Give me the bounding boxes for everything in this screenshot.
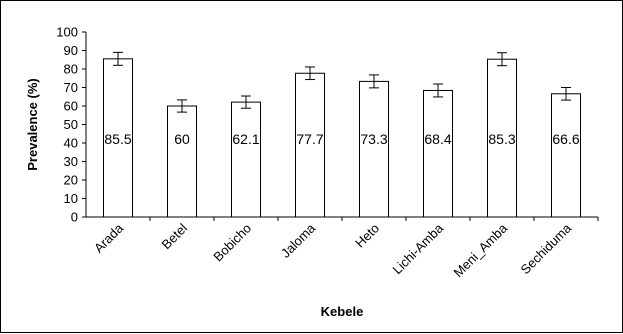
y-tick-label: 100 <box>56 25 78 40</box>
y-tick-label: 10 <box>64 191 78 206</box>
x-tick-label: Sechiduma <box>518 220 575 277</box>
data-label: 68.4 <box>424 131 451 147</box>
y-axis-ticks: 0 10 20 30 40 50 60 70 80 90 100 <box>56 25 86 225</box>
x-tick-label: Meni_Amba <box>450 220 510 280</box>
error-bars-group <box>113 51 571 113</box>
x-tick-label: Bobicho <box>210 221 254 265</box>
error-bar <box>177 99 187 113</box>
error-bar <box>305 66 315 81</box>
x-axis-ticks: Arada Betel Bobicho Jaloma Heto Lichi-Amba Men… <box>91 217 599 280</box>
data-label: 85.5 <box>104 131 131 147</box>
data-label: 62.1 <box>232 131 259 147</box>
y-tick-label: 70 <box>64 80 78 95</box>
y-tick-label: 60 <box>64 99 78 114</box>
y-tick-label: 0 <box>71 210 78 225</box>
y-tick-label: 20 <box>64 173 78 188</box>
x-tick-label: Jaloma <box>278 220 319 261</box>
bar-sechiduma <box>551 93 581 218</box>
x-tick-label: Betel <box>159 220 191 252</box>
data-label: 66.6 <box>552 131 579 147</box>
data-label: 85.3 <box>488 131 515 147</box>
bar-heto <box>359 80 389 218</box>
error-bar <box>369 74 379 89</box>
data-label: 77.7 <box>296 131 323 147</box>
bar-bobicho <box>231 101 261 218</box>
y-tick-label: 50 <box>64 117 78 132</box>
error-bar <box>433 83 443 98</box>
bar-lichi-amba <box>423 89 453 218</box>
x-tick-label: Lichi-Amba <box>390 220 447 277</box>
y-tick-label: 80 <box>64 62 78 77</box>
data-label: 60 <box>174 131 190 147</box>
x-tick-label: Arada <box>91 220 127 256</box>
y-tick-label: 90 <box>64 43 78 58</box>
error-bar <box>241 95 251 109</box>
y-axis-title: Prevalence (%) <box>25 78 40 171</box>
error-bar <box>497 52 507 67</box>
error-bar <box>561 87 571 101</box>
bar-arada <box>103 58 133 218</box>
data-labels-group: 85.5 60 62.1 77.7 73.3 68.4 85.3 66.6 <box>104 131 579 147</box>
x-axis-title: Kebele <box>321 304 364 319</box>
bar-betel <box>167 105 197 218</box>
data-label: 73.3 <box>360 131 387 147</box>
bars-group <box>103 58 581 218</box>
y-tick-label: 40 <box>64 136 78 151</box>
y-tick-label: 30 <box>64 154 78 169</box>
x-tick-label: Heto <box>352 221 382 251</box>
error-bar <box>113 51 123 66</box>
bar-jaloma <box>295 72 325 218</box>
